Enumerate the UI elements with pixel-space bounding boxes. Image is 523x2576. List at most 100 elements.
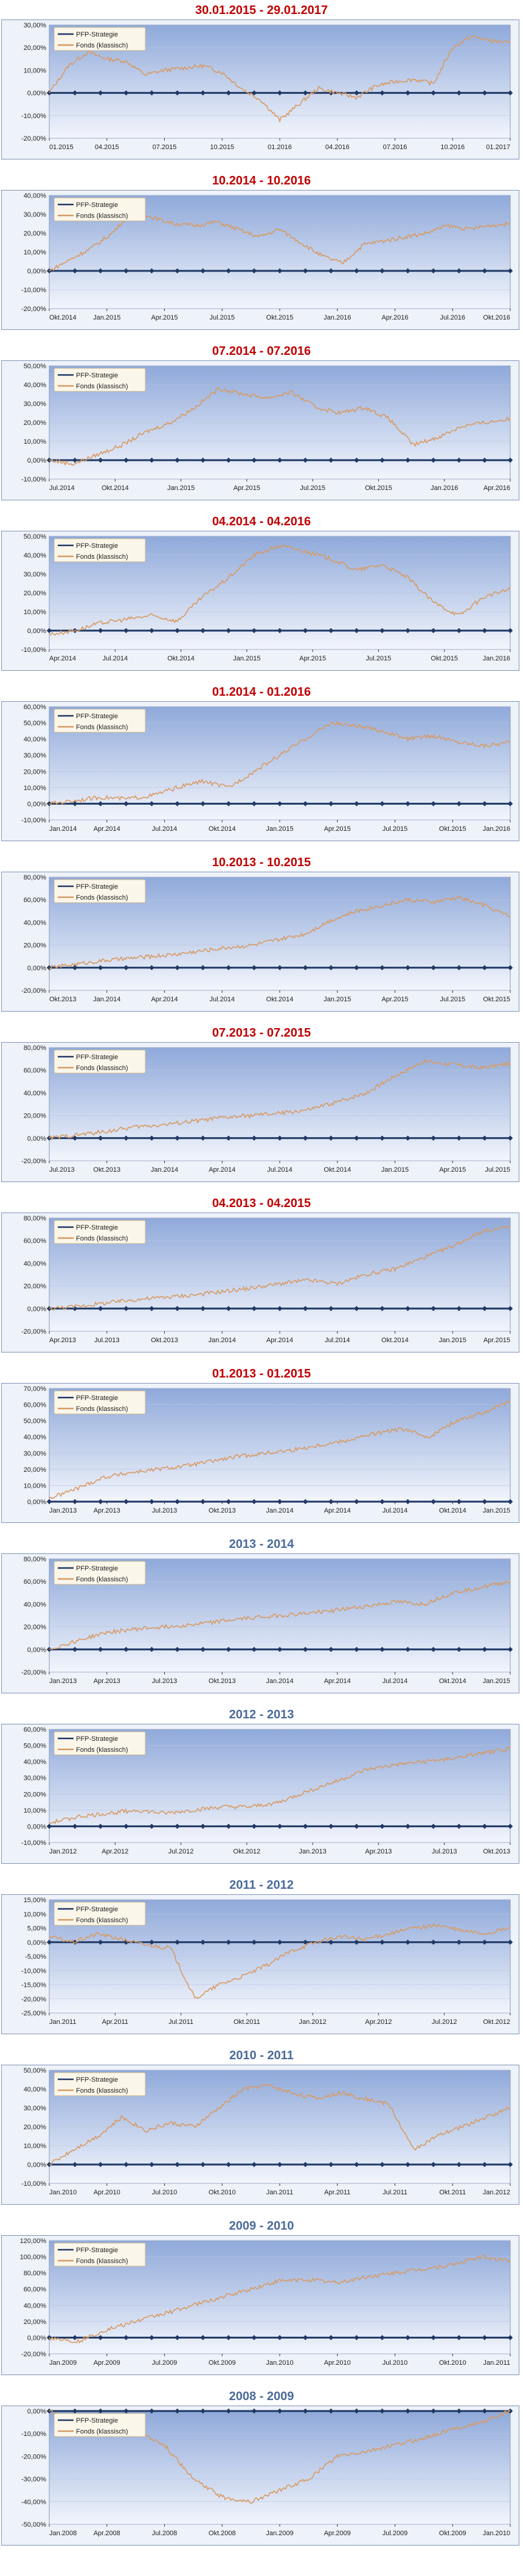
y-tick-label: 5,00%: [27, 1925, 46, 1933]
y-tick-label: 0,00%: [27, 90, 46, 97]
x-tick-label: Okt.2014: [102, 485, 129, 492]
legend-box: [54, 1731, 146, 1755]
series-marker-pfp: [302, 1824, 308, 1829]
series-marker-pfp: [354, 2335, 359, 2340]
series-marker-pfp: [72, 90, 78, 96]
legend-label-fonds: Fonds (klassisch): [76, 894, 128, 901]
series-marker-pfp: [456, 2335, 462, 2340]
series-marker-pfp: [277, 1939, 283, 1945]
y-tick-label: 0,00%: [27, 2408, 46, 2415]
x-tick-label: 10.2015: [210, 144, 234, 151]
x-tick-label: Jan.2015: [266, 825, 293, 833]
x-tick-label: Apr.2013: [94, 1678, 120, 1685]
series-marker-pfp: [46, 90, 52, 96]
series-marker-pfp: [431, 268, 436, 274]
y-tick-label: -50,00%: [21, 2521, 46, 2529]
chart-title: 2011 - 2012: [229, 1878, 294, 1892]
x-tick-label: Jul.2011: [383, 2189, 407, 2196]
legend: PFP-Strategie Fonds (klassisch): [54, 1902, 146, 1926]
x-tick-label: Okt.2015: [266, 314, 294, 321]
y-tick-label: -30,00%: [21, 2476, 46, 2483]
legend-label-pfp: PFP-Strategie: [76, 372, 118, 379]
y-tick-label: 0,00%: [27, 1135, 46, 1143]
x-tick-label: Okt.2011: [439, 2189, 466, 2196]
legend: PFP-Strategie Fonds (klassisch): [54, 1561, 146, 1585]
y-tick-label: -5,00%: [25, 1953, 46, 1961]
chart-frame: -20,00% 0,00% 20,00% 40,00% 60,00% 80,00% Jul.…: [1, 1042, 519, 1182]
chart-svg: -25,00% -20,00% -15,00% -10,00% -5,00% 0,00% 5…: [21, 1897, 513, 2026]
y-tick-label: 0,00%: [27, 1823, 46, 1830]
series-marker-pfp: [251, 1135, 257, 1141]
series-marker-pfp: [507, 1824, 513, 1829]
x-tick-label: Jul.2014: [209, 996, 235, 1003]
y-tick-label: 10,00%: [24, 2143, 47, 2150]
y-tick-label: 0,00%: [27, 800, 46, 808]
x-tick-label: Okt.2012: [483, 2018, 510, 2026]
legend-label-pfp: PFP-Strategie: [76, 201, 118, 209]
x-tick-label: Okt.2013: [483, 1848, 510, 1855]
x-tick-label: Okt.2016: [483, 314, 510, 321]
y-tick-label: -15,00%: [21, 1982, 46, 1989]
legend: PFP-Strategie Fonds (klassisch): [54, 2242, 146, 2267]
y-tick-label: 40,00%: [24, 2302, 47, 2309]
x-tick-label: Apr.2015: [483, 1337, 510, 1344]
y-tick-label: -20,00%: [21, 1158, 46, 1165]
y-tick-label: 60,00%: [24, 1402, 47, 1409]
x-tick-label: Jul.2013: [49, 1166, 75, 1174]
y-tick-label: 30,00%: [24, 571, 47, 578]
x-tick-label: Jan.2016: [431, 485, 458, 492]
y-tick-label: 20,00%: [24, 1624, 47, 1631]
x-tick-label: Apr.2014: [324, 1507, 351, 1514]
chart-frame: -25,00% -20,00% -15,00% -10,00% -5,00% 0,00% 5…: [1, 1894, 519, 2034]
x-tick-label: Okt.2009: [209, 2359, 236, 2367]
series-marker-pfp: [277, 2161, 283, 2168]
series-marker-pfp: [175, 90, 180, 96]
legend-box: [54, 197, 146, 222]
series-marker-pfp: [200, 2335, 206, 2340]
y-tick-label: 10,00%: [24, 67, 47, 74]
chart-panel: 2011 - 2012 -25,00% -20,00% -15,00% -10,00% -…: [0, 1877, 523, 2048]
series-marker-pfp: [379, 268, 385, 274]
legend-label-pfp: PFP-Strategie: [76, 1565, 118, 1572]
y-tick-label: 0,00%: [27, 1306, 46, 1313]
legend-label-fonds: Fonds (klassisch): [76, 2428, 128, 2435]
x-tick-label: Jan.2013: [49, 1678, 77, 1685]
y-tick-label: 100,00%: [20, 2254, 47, 2261]
series-line-fonds-klassisch: [49, 544, 511, 636]
series-marker-pfp: [175, 268, 180, 274]
chart-svg: -20,00% 0,00% 20,00% 40,00% 60,00% 80,00% Jul.…: [21, 1045, 513, 1174]
y-tick-label: 20,00%: [24, 768, 47, 775]
legend-box: [54, 1049, 146, 1074]
y-tick-label: -10,00%: [21, 476, 46, 483]
x-tick-label: Apr.2014: [151, 996, 178, 1003]
legend-label-fonds: Fonds (klassisch): [76, 42, 128, 49]
series-marker-pfp: [405, 1135, 410, 1141]
series-marker-pfp: [482, 965, 488, 971]
series-marker-pfp: [226, 457, 232, 463]
x-tick-label: Okt.2014: [49, 314, 77, 321]
x-tick-label: Jul.2014: [383, 1678, 408, 1685]
legend-label-pfp: PFP-Strategie: [76, 1395, 118, 1402]
x-tick-label: Jan.2014: [209, 1337, 236, 1344]
x-tick-label: 04.2016: [325, 144, 350, 151]
chart-title: 2012 - 2013: [229, 1708, 294, 1721]
x-tick-label: Jul.2009: [383, 2530, 408, 2537]
series-marker-pfp: [431, 1135, 436, 1141]
x-tick-label: Jan.2015: [93, 314, 120, 321]
y-tick-label: 0,00%: [27, 2161, 46, 2169]
chart-panel: 2009 - 2010 -20,00% 0,00% 20,00% 40,00% 60,00…: [0, 2218, 523, 2389]
series-marker-pfp: [123, 1824, 129, 1829]
x-tick-label: Jan.2015: [381, 1166, 409, 1174]
chart-title: 07.2014 - 07.2016: [212, 345, 311, 358]
chart-svg: -20,00% 0,00% 20,00% 40,00% 60,00% 80,00% 100,…: [20, 2238, 513, 2367]
x-tick-label: Apr.2014: [266, 1337, 293, 1344]
y-tick-label: 50,00%: [24, 1743, 47, 1750]
series-marker-pfp: [277, 457, 283, 463]
series-marker-pfp: [149, 268, 154, 274]
x-tick-label: Jan.2008: [49, 2530, 77, 2537]
x-tick-label: Okt.2008: [209, 2530, 236, 2537]
series-marker-pfp: [302, 1135, 308, 1141]
x-tick-label: Jul.2010: [383, 2359, 408, 2367]
series-line-fonds-klassisch: [49, 2254, 511, 2344]
legend-label-fonds: Fonds (klassisch): [76, 1235, 128, 1242]
